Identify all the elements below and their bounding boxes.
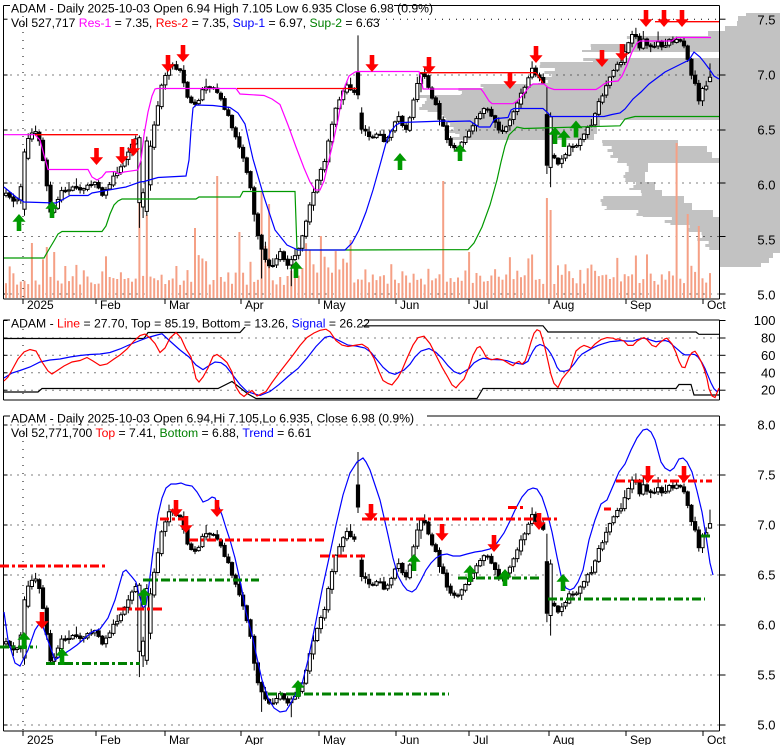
svg-text:6.0: 6.0	[757, 618, 775, 633]
svg-text:7.0: 7.0	[757, 518, 775, 533]
svg-text:Vol 527,717 Res-1 = 7.35, Res-: Vol 527,717 Res-1 = 7.35, Res-2 = 7.35, …	[11, 16, 380, 30]
svg-text:60: 60	[761, 348, 775, 363]
svg-text:Apr: Apr	[245, 733, 264, 745]
svg-text:7.5: 7.5	[757, 13, 775, 28]
svg-text:Jun: Jun	[400, 298, 419, 312]
svg-text:40: 40	[761, 365, 775, 380]
svg-text:Oct: Oct	[707, 733, 726, 745]
svg-text:5.0: 5.0	[757, 718, 775, 733]
svg-text:8.0: 8.0	[757, 418, 775, 433]
svg-text:ADAM - Daily 2025-10-03 Open 6: ADAM - Daily 2025-10-03 Open 6.94,Hi 7.1…	[11, 411, 414, 425]
svg-text:100: 100	[754, 313, 776, 328]
svg-text:Sep: Sep	[630, 298, 652, 312]
svg-text:ADAM - Daily 2025-10-03 Open 6: ADAM - Daily 2025-10-03 Open 6.94 High 7…	[11, 1, 433, 15]
svg-text:5.5: 5.5	[757, 668, 775, 683]
svg-text:Aug: Aug	[553, 733, 574, 745]
svg-text:Mar: Mar	[169, 733, 190, 745]
svg-text:Jul: Jul	[473, 298, 488, 312]
svg-text:2025: 2025	[27, 733, 54, 745]
svg-text:7.0: 7.0	[757, 68, 775, 83]
svg-text:2025: 2025	[27, 298, 54, 312]
svg-text:May: May	[323, 733, 346, 745]
svg-text:80: 80	[761, 330, 775, 345]
svg-text:ADAM - Line = 27.70, Top = 85.: ADAM - Line = 27.70, Top = 85.19, Bottom…	[11, 316, 370, 330]
svg-text:6.5: 6.5	[757, 123, 775, 138]
svg-text:7.5: 7.5	[757, 468, 775, 483]
svg-text:5.0: 5.0	[757, 288, 775, 303]
svg-text:Vol 52,771,700 Top = 7.41, Bot: Vol 52,771,700 Top = 7.41, Bottom = 6.88…	[11, 426, 312, 440]
svg-text:Aug: Aug	[553, 298, 574, 312]
svg-text:Feb: Feb	[100, 298, 121, 312]
svg-text:Sep: Sep	[630, 733, 652, 745]
svg-text:Apr: Apr	[245, 298, 264, 312]
svg-text:Mar: Mar	[169, 298, 190, 312]
svg-text:Oct: Oct	[707, 298, 726, 312]
svg-text:5.5: 5.5	[757, 233, 775, 248]
svg-text:May: May	[323, 298, 346, 312]
svg-text:Feb: Feb	[100, 733, 121, 745]
svg-text:Jun: Jun	[400, 733, 419, 745]
svg-text:20: 20	[761, 383, 775, 398]
svg-text:6.0: 6.0	[757, 178, 775, 193]
svg-text:Jul: Jul	[473, 733, 488, 745]
svg-text:6.5: 6.5	[757, 568, 775, 583]
